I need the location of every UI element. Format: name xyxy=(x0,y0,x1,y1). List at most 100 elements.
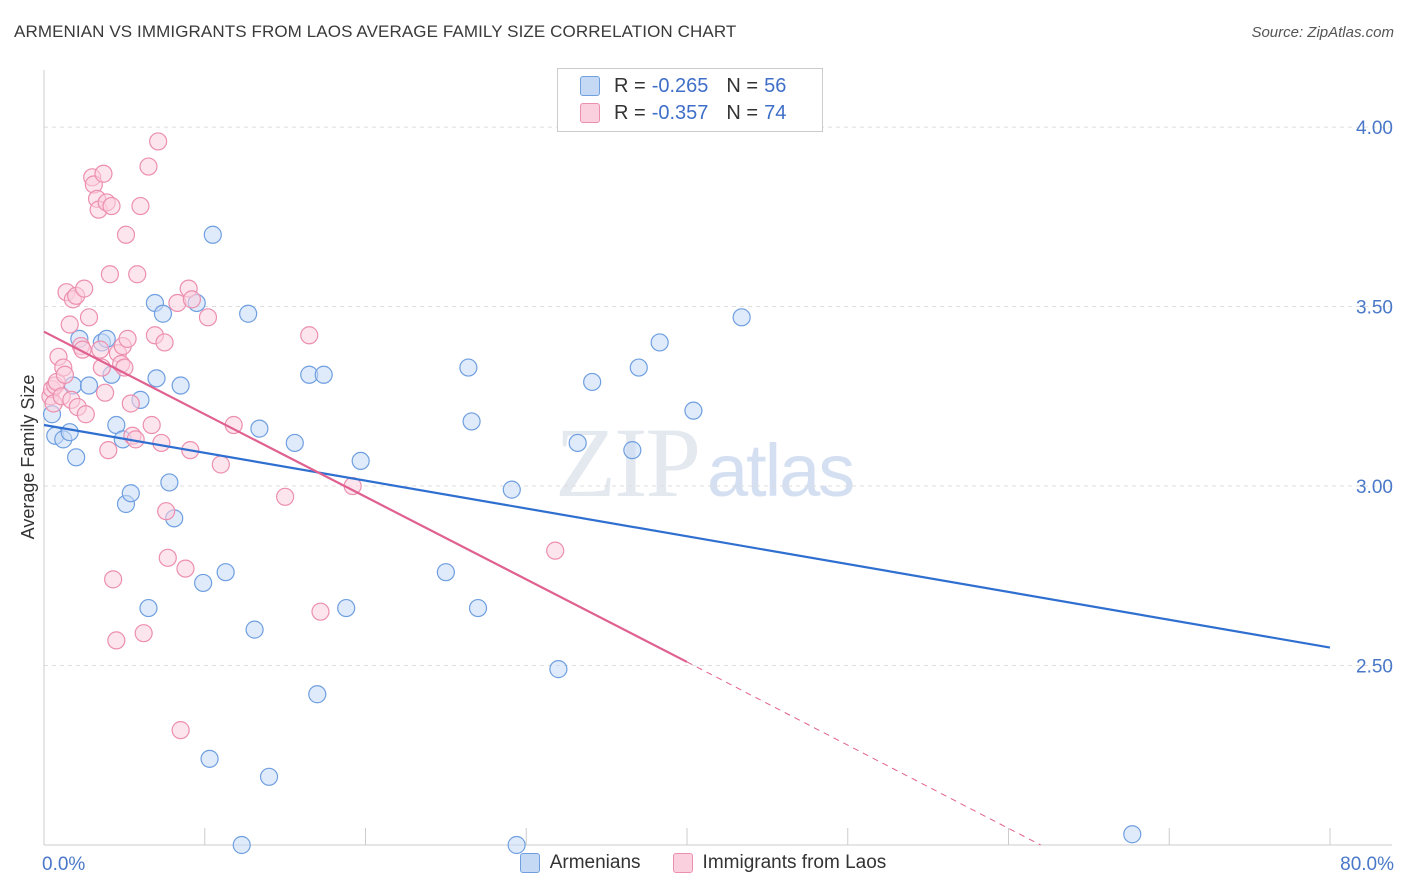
point-armenians xyxy=(629,358,648,377)
point-armenians xyxy=(308,685,327,704)
point-armenians xyxy=(1123,825,1142,844)
point-laos xyxy=(95,383,115,402)
point-armenians xyxy=(468,598,488,618)
point-armenians xyxy=(314,365,333,384)
watermark-atlas: atlas xyxy=(707,429,855,512)
point-armenians xyxy=(153,304,173,323)
point-armenians xyxy=(147,369,166,388)
point-laos xyxy=(60,315,79,334)
point-laos xyxy=(116,225,136,244)
point-armenians xyxy=(79,376,99,395)
point-armenians xyxy=(583,372,602,392)
point-armenians xyxy=(623,441,642,460)
point-laos xyxy=(142,415,161,435)
point-laos xyxy=(311,602,330,621)
point-armenians xyxy=(459,358,478,377)
point-armenians xyxy=(60,423,79,442)
legend-swatch-laos xyxy=(580,103,600,123)
point-laos xyxy=(276,487,295,506)
correlation-legend: R = -0.265 N = 56 R = -0.357 N = 74 xyxy=(557,68,823,132)
point-armenians xyxy=(216,563,235,582)
point-laos xyxy=(155,333,174,352)
point-armenians xyxy=(160,473,179,492)
point-laos xyxy=(158,548,177,567)
legend-r-value: -0.265 xyxy=(651,74,709,97)
legend-r-value: -0.357 xyxy=(651,101,709,124)
point-armenians xyxy=(200,749,219,768)
point-laos xyxy=(300,326,319,345)
point-armenians xyxy=(337,598,356,618)
point-armenians xyxy=(232,835,251,855)
point-armenians xyxy=(684,401,703,420)
point-laos xyxy=(198,308,218,327)
series-legend: Armenians Immigrants from Laos xyxy=(0,852,1406,874)
point-laos xyxy=(149,132,168,151)
point-laos xyxy=(152,433,171,453)
series-swatch-laos xyxy=(672,853,693,873)
point-armenians xyxy=(462,412,481,431)
point-laos xyxy=(91,340,110,359)
y-tick-label: 3.00 xyxy=(1356,477,1393,498)
point-laos xyxy=(211,455,230,474)
point-armenians xyxy=(285,433,304,453)
watermark-zip: ZIP xyxy=(555,407,701,518)
series-swatch-armenians xyxy=(519,853,540,873)
x-tick-label: 0.0% xyxy=(42,854,85,875)
point-laos xyxy=(102,196,121,216)
point-laos xyxy=(118,329,137,348)
series-label-laos: Immigrants from Laos xyxy=(702,852,887,873)
legend-n-value: 56 xyxy=(764,74,787,97)
point-laos xyxy=(134,624,153,643)
point-laos xyxy=(75,279,94,298)
point-laos xyxy=(182,290,201,309)
point-armenians xyxy=(250,419,269,438)
y-tick-label: 3.50 xyxy=(1356,298,1393,319)
trendline-armenians xyxy=(43,423,1331,649)
point-laos xyxy=(139,157,158,176)
point-armenians xyxy=(436,563,455,582)
trendline-laos xyxy=(43,330,688,663)
point-armenians xyxy=(507,835,526,855)
legend-n-label: N = xyxy=(726,101,759,124)
point-laos xyxy=(99,441,118,460)
series-label-armenians: Armenians xyxy=(549,852,641,873)
y-axis-title: Average Family Size xyxy=(18,375,38,540)
point-armenians xyxy=(549,660,568,679)
source-credit: Source: ZipAtlas.com xyxy=(1251,24,1394,41)
point-armenians xyxy=(171,376,190,395)
point-laos xyxy=(100,265,120,284)
x-tick-label: 80.0% xyxy=(1340,854,1394,875)
point-armenians xyxy=(351,451,370,471)
point-laos xyxy=(55,365,74,384)
point-laos xyxy=(546,541,565,560)
y-tick-label: 4.00 xyxy=(1356,118,1393,139)
chart-title: ARMENIAN VS IMMIGRANTS FROM LAOS AVERAGE… xyxy=(14,22,737,41)
legend-r-label: R = xyxy=(614,101,646,124)
watermark: ZIP atlas xyxy=(555,405,855,520)
trendline-extension-laos xyxy=(686,661,1041,846)
point-laos xyxy=(79,308,99,327)
point-armenians xyxy=(245,620,264,639)
series-legend-laos: Immigrants from Laos xyxy=(672,852,887,874)
point-armenians xyxy=(568,433,587,453)
legend-row-armenians: R = -0.265 N = 56 xyxy=(580,73,786,99)
point-laos xyxy=(176,559,195,578)
legend-row-laos: R = -0.357 N = 74 xyxy=(580,100,786,126)
point-armenians xyxy=(139,598,158,618)
legend-n-label: N = xyxy=(726,74,759,97)
point-armenians xyxy=(203,225,222,244)
point-laos xyxy=(76,405,95,424)
point-laos xyxy=(104,570,123,589)
point-laos xyxy=(131,196,150,216)
point-armenians xyxy=(194,573,213,593)
point-armenians xyxy=(121,484,140,503)
legend-n-value: 74 xyxy=(764,101,787,124)
point-armenians xyxy=(650,333,669,352)
point-armenians xyxy=(239,304,258,323)
series-legend-armenians: Armenians xyxy=(519,852,641,874)
point-laos xyxy=(107,631,126,650)
point-armenians xyxy=(67,448,86,467)
legend-r-label: R = xyxy=(614,74,646,97)
point-armenians xyxy=(732,308,751,327)
